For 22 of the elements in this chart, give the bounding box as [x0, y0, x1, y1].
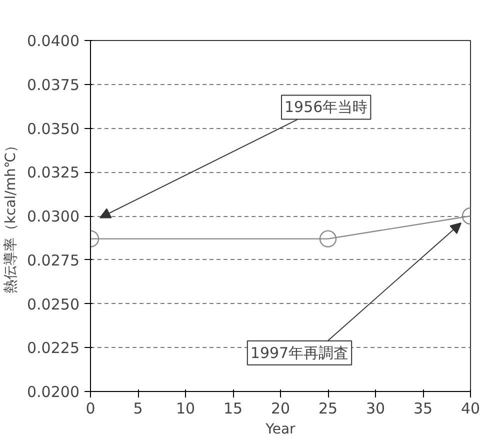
- y-tick-label: 0.0225: [27, 339, 80, 358]
- y-tick-label: 0.0350: [27, 120, 80, 138]
- y-tick-label: 0.0250: [27, 295, 80, 314]
- x-axis-title: Year: [264, 422, 296, 438]
- x-tick-label: 25: [318, 400, 338, 418]
- y-tick-label: 0.0200: [27, 383, 80, 401]
- x-tick-label: 10: [176, 400, 196, 418]
- x-tick-label: 30: [366, 400, 386, 418]
- y-tick-label: 0.0325: [27, 164, 80, 182]
- x-tick-label: 0: [86, 400, 96, 418]
- x-tick-label: 40: [460, 400, 480, 418]
- annotation: 1997年再調査: [250, 344, 349, 362]
- x-tick-label: 15: [223, 400, 243, 418]
- y-axis-title: 熱伝導率（kcal/mh℃）: [3, 138, 20, 294]
- y-tick-label: 0.0275: [27, 251, 80, 270]
- x-tick-label: 5: [133, 400, 143, 418]
- x-tick-label: 20: [270, 400, 290, 418]
- x-tick-label: 35: [413, 400, 433, 418]
- annotation: 1956年当時: [284, 98, 368, 116]
- y-tick-label: 0.0400: [27, 32, 80, 50]
- y-tick-label: 0.0300: [27, 208, 80, 226]
- y-tick-label: 0.0375: [27, 76, 80, 94]
